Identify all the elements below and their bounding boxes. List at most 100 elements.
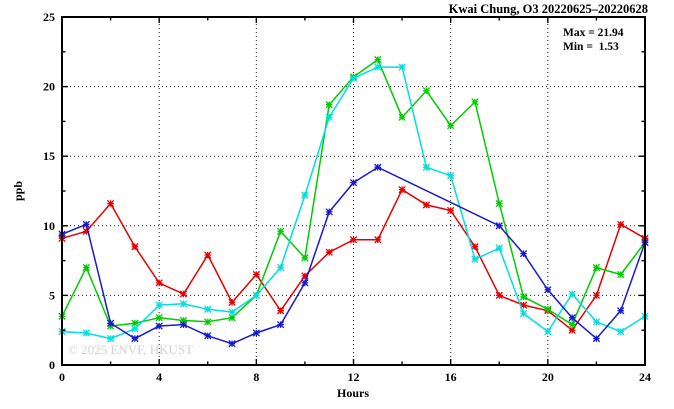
data-point-marker	[276, 320, 285, 329]
data-point-marker	[495, 291, 503, 300]
data-point-marker	[422, 87, 431, 95]
data-point-marker	[568, 326, 576, 334]
data-point-marker	[568, 290, 576, 298]
data-point-marker	[592, 334, 601, 343]
data-point-marker	[155, 301, 163, 309]
data-point-marker	[471, 255, 479, 263]
data-point-marker	[82, 329, 90, 337]
data-point-marker	[301, 279, 309, 287]
x-tick-label: 4	[156, 370, 162, 384]
data-point-marker	[131, 325, 139, 333]
data-point-marker	[106, 199, 115, 208]
data-point-marker	[179, 300, 188, 308]
data-point-marker	[204, 251, 212, 259]
data-point-marker	[374, 63, 382, 71]
tick-labels: 0 4 8 12 16 20 24 0 5 10 15 20 25	[43, 10, 651, 384]
series-red-line	[61, 188, 646, 332]
chart-title: Kwai Chung, O3 20220625–20220628	[449, 2, 648, 16]
data-point-marker	[617, 220, 625, 229]
data-point-marker	[204, 332, 212, 340]
data-point-marker	[301, 254, 309, 262]
data-point-marker	[325, 248, 333, 256]
data-point-marker	[398, 63, 406, 71]
data-point-marker	[495, 199, 503, 208]
data-point-marker	[276, 307, 285, 315]
data-point-marker	[204, 305, 212, 313]
data-point-marker	[82, 227, 90, 236]
y-tick-label: 5	[49, 288, 55, 302]
data-point-marker	[155, 322, 163, 330]
y-tick-label: 15	[43, 149, 55, 163]
data-point-marker	[374, 236, 382, 244]
data-point-marker	[228, 298, 236, 307]
x-tick-label: 0	[59, 370, 65, 384]
max-annotation: Max = 21.94	[563, 27, 624, 39]
series-lines	[58, 55, 649, 348]
data-point-marker	[131, 319, 139, 327]
data-point-marker	[301, 191, 309, 199]
data-point-marker	[398, 185, 406, 194]
x-tick-label: 8	[253, 370, 259, 384]
x-tick-label: 20	[542, 370, 554, 384]
data-point-marker	[592, 263, 601, 272]
data-point-marker	[228, 314, 236, 322]
data-point-marker	[544, 327, 552, 336]
min-annotation: Min = 1.53	[563, 41, 619, 53]
data-point-marker	[106, 319, 115, 327]
data-point-marker	[592, 291, 601, 300]
data-point-marker	[276, 263, 285, 272]
data-point-marker	[276, 227, 285, 236]
axes	[61, 16, 646, 366]
data-point-marker	[592, 318, 601, 326]
data-point-marker	[447, 121, 455, 130]
data-point-marker	[349, 236, 358, 244]
data-point-marker	[568, 320, 576, 329]
data-point-marker	[495, 222, 503, 230]
data-point-marker	[155, 279, 163, 287]
x-tick-label: 24	[639, 370, 651, 384]
data-point-marker	[131, 243, 139, 251]
series-cyan-line	[61, 66, 646, 340]
data-point-marker	[617, 270, 625, 279]
data-point-marker	[228, 308, 236, 316]
data-point-marker	[617, 307, 625, 315]
y-tick-label: 10	[43, 219, 55, 233]
x-tick-label: 12	[348, 370, 360, 384]
data-point-marker	[252, 329, 260, 337]
data-point-marker	[519, 249, 528, 258]
data-point-marker	[471, 243, 479, 251]
data-point-marker	[617, 327, 625, 336]
data-point-marker	[349, 74, 358, 82]
data-point-marker	[252, 291, 260, 300]
data-point-marker	[82, 220, 90, 229]
data-point-marker	[325, 208, 333, 216]
data-point-marker	[374, 55, 382, 64]
data-point-marker	[447, 172, 455, 180]
data-point-marker	[422, 201, 431, 209]
data-point-marker	[519, 293, 528, 301]
data-point-marker	[301, 272, 309, 280]
y-tick-label: 0	[49, 358, 55, 372]
gridlines	[62, 17, 645, 365]
data-point-marker	[325, 113, 333, 121]
x-tick-label: 16	[445, 370, 457, 384]
data-point-marker	[544, 305, 552, 313]
data-point-marker	[349, 178, 358, 187]
data-point-marker	[519, 309, 528, 318]
y-tick-label: 20	[43, 80, 55, 94]
data-point-marker	[179, 290, 188, 298]
data-point-marker	[471, 98, 479, 106]
data-point-marker	[252, 270, 260, 279]
data-point-marker	[374, 163, 382, 171]
y-tick-label: 25	[43, 10, 55, 24]
data-point-marker	[422, 163, 431, 171]
data-point-marker	[155, 314, 163, 322]
data-point-marker	[106, 334, 115, 343]
data-point-marker	[568, 314, 576, 322]
y-axis-label: ppb	[11, 181, 25, 201]
data-point-marker	[495, 244, 503, 252]
data-point-marker	[179, 320, 188, 329]
data-point-marker	[519, 301, 528, 309]
